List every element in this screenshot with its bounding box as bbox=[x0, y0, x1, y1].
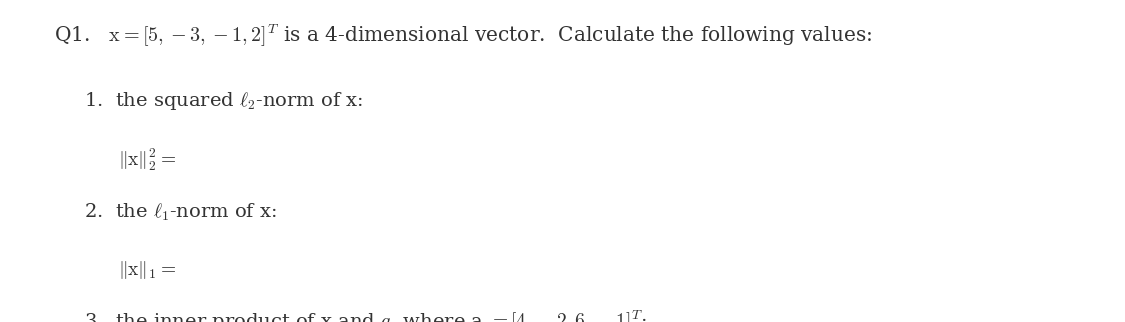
Text: $\|\mathrm{x}\|_1 = $: $\|\mathrm{x}\|_1 = $ bbox=[118, 259, 177, 281]
Text: 2.  the $\ell_1$-norm of x:: 2. the $\ell_1$-norm of x: bbox=[84, 201, 277, 223]
Text: $\|\mathrm{x}\|_2^2 = $: $\|\mathrm{x}\|_2^2 = $ bbox=[118, 147, 177, 173]
Text: 1.  the squared $\ell_2$-norm of x:: 1. the squared $\ell_2$-norm of x: bbox=[84, 90, 363, 112]
Text: Q1.   $\mathrm{x} = [5, -3, -1, 2]^T$ is a 4-dimensional vector.  Calculate the : Q1. $\mathrm{x} = [5, -3, -1, 2]^T$ is a… bbox=[54, 23, 872, 49]
Text: 3.  the inner product of x and $a$, where a $= [4, -2, 6, -1]^T$:: 3. the inner product of x and $a$, where… bbox=[84, 309, 647, 322]
